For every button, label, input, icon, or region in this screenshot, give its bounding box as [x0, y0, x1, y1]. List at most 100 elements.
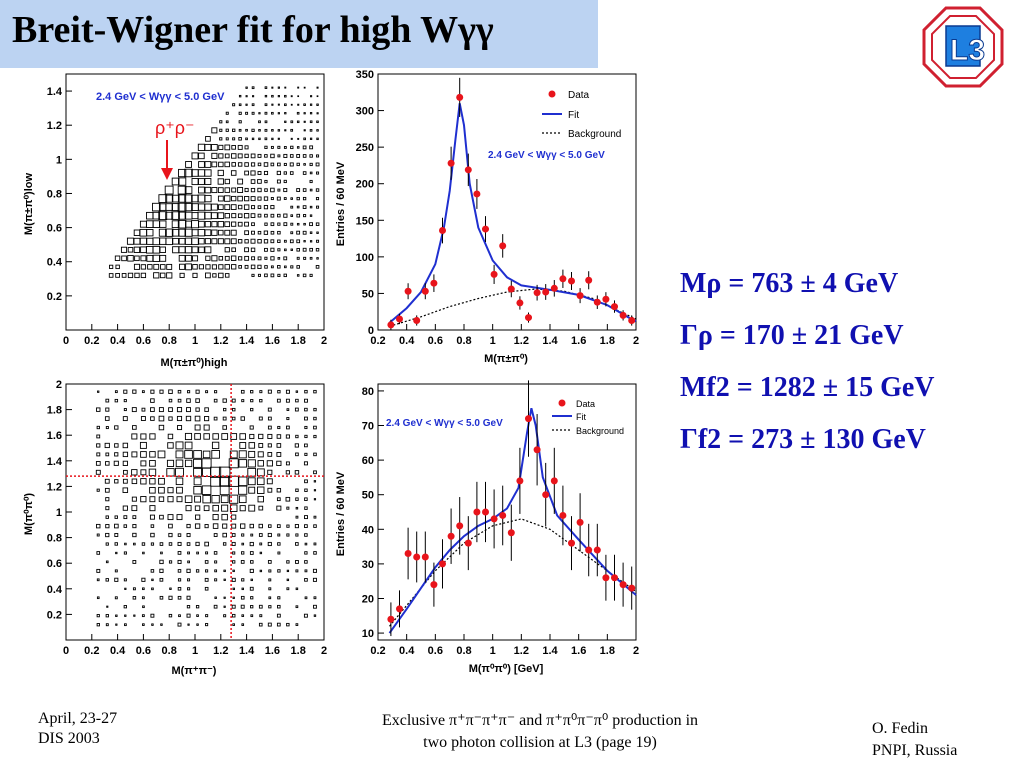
histogram-cell: [105, 524, 110, 529]
histogram-cell: [267, 416, 272, 421]
histogram-cell: [218, 264, 224, 270]
histogram-cell: [211, 221, 218, 228]
histogram-cell: [277, 604, 281, 609]
histogram-cell: [259, 390, 263, 394]
histogram-cell: [187, 551, 190, 555]
histogram-cell: [177, 533, 182, 537]
footer-date: April, 23-27 DIS 2003: [38, 709, 117, 749]
histogram-cell: [158, 407, 164, 413]
fit-curve: [388, 407, 637, 634]
param-gamma-f2: Γf2 = 273 ± 130 GeV: [680, 414, 935, 466]
histogram-cell: [231, 264, 237, 270]
histogram-cell: [286, 417, 290, 421]
histogram-cell: [157, 450, 166, 459]
histogram-cell: [141, 614, 145, 618]
histogram-cell: [140, 416, 146, 421]
histogram-cell: [296, 188, 301, 192]
histogram-cell: [264, 273, 268, 278]
histogram-cell: [123, 605, 127, 609]
histogram-cell: [149, 451, 156, 458]
data-point: [525, 314, 532, 322]
histogram-cell: [105, 560, 109, 564]
histogram-cell: [187, 390, 191, 394]
histogram-cell: [204, 407, 209, 412]
histogram-cell: [114, 398, 119, 403]
histogram-cell: [250, 247, 256, 253]
histogram-cell: [290, 128, 294, 132]
histogram-cell: [303, 86, 306, 89]
x-tick-label: 2: [321, 335, 327, 347]
histogram-cell: [250, 196, 256, 202]
histogram-cell: [315, 222, 320, 226]
histogram-cell: [284, 86, 287, 89]
histogram-cell: [132, 596, 137, 600]
histogram-cell: [271, 137, 274, 141]
histogram-cell: [238, 103, 242, 107]
histogram-cell: [152, 211, 161, 220]
histogram-cell: [217, 187, 224, 193]
x-tick-label: 0.8: [456, 335, 471, 347]
histogram-cell: [213, 416, 218, 421]
histogram-cell: [178, 168, 187, 178]
histogram-cell: [131, 433, 138, 440]
plot1-annotation: 2.4 GeV < Wγγ < 5.0 GeV: [96, 91, 225, 103]
x-tick-label: 1.6: [265, 645, 280, 657]
histogram-cell: [131, 469, 138, 476]
histogram-cell: [121, 273, 127, 278]
data-point: [499, 242, 507, 250]
footer-author: O. Fedin PNPI, Russia: [872, 718, 957, 762]
histogram-cell: [168, 389, 173, 394]
histogram-cell: [284, 129, 287, 132]
y-tick-label: 0.2: [47, 609, 62, 621]
histogram-cell: [294, 443, 299, 448]
histogram-cell: [187, 587, 191, 591]
data-point: [387, 321, 395, 329]
histogram-cell: [167, 514, 174, 521]
histogram-cell: [257, 179, 262, 184]
histogram-cell: [249, 541, 254, 547]
data-points: [387, 380, 636, 637]
histogram-cell: [198, 264, 204, 270]
histogram-cell: [201, 458, 212, 469]
histogram-cell: [309, 240, 313, 243]
histogram-cell: [259, 614, 263, 618]
histogram-cell: [212, 504, 219, 512]
histogram-cell: [315, 162, 320, 167]
histogram-cell: [238, 265, 242, 269]
rho-fit-plot: 0.2 0.4 0.6 0.8 1 1.2 1.4 1.6 1.8 2 0 50 100 150 200 25…: [335, 70, 639, 365]
histogram-cell: [120, 246, 128, 253]
histogram-cell: [124, 614, 127, 617]
histogram-cell: [313, 551, 317, 555]
data-point: [533, 289, 541, 297]
histogram-cell: [96, 425, 100, 430]
histogram-cell: [267, 407, 272, 412]
histogram-cell: [277, 273, 281, 277]
histogram-cell: [231, 187, 237, 193]
histogram-cell: [105, 407, 110, 412]
histogram-cell: [294, 470, 300, 475]
histogram-cell: [204, 524, 209, 529]
histogram-cell: [313, 498, 317, 501]
x-tick-label: 1.4: [542, 335, 558, 347]
histogram-cell: [232, 103, 236, 107]
histogram-cell: [217, 221, 224, 228]
histogram-cell: [263, 230, 269, 235]
histogram-cell: [276, 443, 282, 448]
histogram-cell: [270, 256, 275, 261]
histogram-cell: [231, 221, 237, 227]
footer-topic: Exclusive π⁺π⁻π⁺π⁻ and π⁺π⁰π⁻π⁰ producti…: [320, 710, 760, 754]
histogram-cell: [210, 203, 218, 211]
histogram-cell: [295, 569, 299, 573]
histogram-cell: [104, 442, 110, 449]
legend-fit: Fit: [576, 412, 586, 422]
histogram-cell: [277, 248, 281, 252]
histogram-cell: [309, 137, 313, 140]
histogram-cell: [231, 577, 236, 582]
histogram-cell: [257, 196, 262, 201]
histogram-cell: [247, 477, 256, 486]
histogram-cell: [251, 205, 256, 210]
y-tick-label: 0: [368, 325, 374, 337]
histogram-cell: [213, 551, 218, 555]
histogram-cell: [276, 196, 281, 201]
histogram-cell: [290, 103, 293, 106]
